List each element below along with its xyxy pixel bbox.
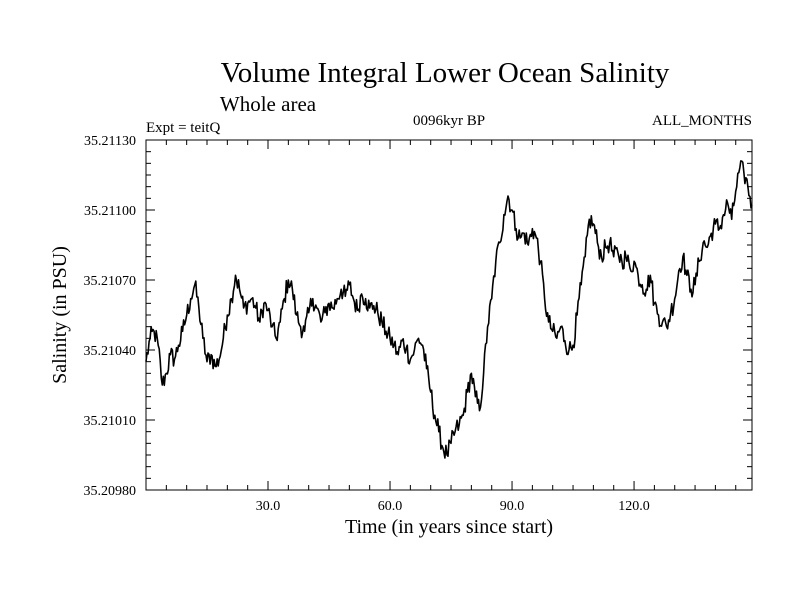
y-axis-label: Salinity (in PSU) — [49, 246, 71, 384]
y-tick-label: 35.20980 — [84, 484, 137, 499]
y-tick-label: 35.21100 — [84, 204, 136, 219]
experiment-label: Expt = teitQ — [146, 120, 220, 136]
x-tick-label: 30.0 — [256, 499, 281, 514]
y-tick-label: 35.21010 — [84, 414, 137, 429]
y-tick-label: 35.21130 — [84, 134, 136, 149]
x-tick-label: 90.0 — [500, 499, 525, 514]
y-tick-label: 35.21040 — [84, 344, 137, 359]
x-axis-label: Time (in years since start) — [345, 516, 553, 538]
y-axis-ticks: 35.20980 35.21010 35.21040 35.21070 35.21100… — [84, 134, 752, 499]
y-tick-label: 35.21070 — [84, 274, 137, 289]
x-tick-label: 120.0 — [618, 499, 650, 514]
x-axis-ticks: 30.0 60.0 90.0 120.0 — [165, 140, 737, 514]
salinity-series-line — [145, 160, 753, 459]
chart-subtitle: Whole area — [220, 92, 317, 116]
chart-title: Volume Integral Lower Ocean Salinity — [221, 57, 670, 89]
months-label: ALL_MONTHS — [652, 113, 752, 129]
period-label: 0096kyr BP — [413, 113, 485, 129]
plot-frame — [145, 139, 753, 491]
series-group — [145, 160, 753, 459]
x-tick-label: 60.0 — [378, 499, 403, 514]
